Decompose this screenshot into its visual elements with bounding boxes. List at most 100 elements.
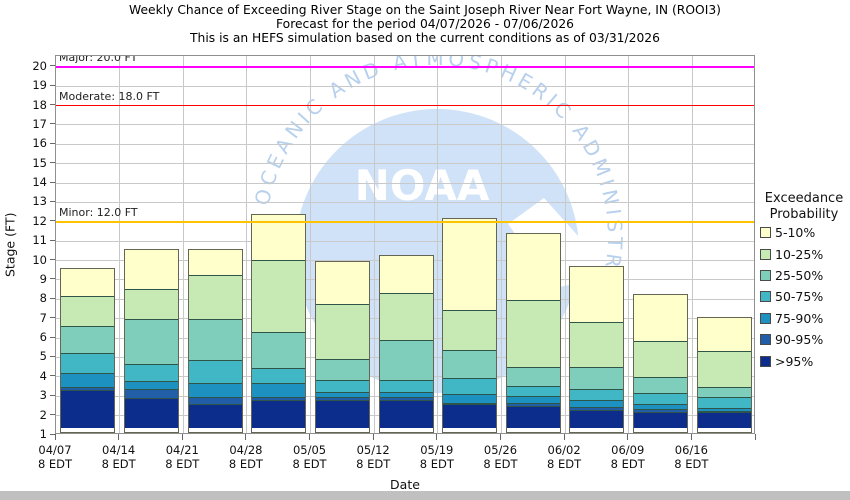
y-tick-label: 4 [39, 368, 47, 383]
bar-05-12 [378, 254, 434, 433]
x-tick-mark [181, 434, 183, 440]
bar-06-09 [633, 293, 689, 433]
x-tick-date: 06/02 [547, 443, 581, 457]
gridline-vertical [437, 56, 439, 433]
y-tick-label: 13 [32, 194, 47, 209]
bar-segment-75-90% [697, 407, 751, 411]
gridline-vertical [119, 56, 121, 433]
bar-segment-10-25% [379, 292, 433, 340]
bar-segment-5-10% [506, 234, 560, 301]
x-tick-mark [436, 434, 438, 440]
x-tick-time: 8 EDT [165, 456, 200, 471]
y-tick-label: 1 [39, 427, 47, 441]
bar-segment-10-25% [124, 288, 178, 319]
x-tick-mark [54, 434, 56, 440]
bar-segment-10-25% [697, 350, 751, 387]
bar-segment-10-25% [315, 304, 369, 360]
bar-segment-25-50% [379, 340, 433, 380]
x-tick-date: 04/14 [102, 443, 136, 457]
x-tick-time: 8 EDT [674, 456, 709, 471]
x-tick-date: 05/12 [356, 443, 390, 457]
bar-segment-90-95% [697, 410, 751, 412]
legend: Exceedance Probability 5-10% 10-25% 25-50%… [760, 191, 848, 372]
y-tick-label: 11 [32, 233, 47, 248]
x-tick-label: 06/02 8 EDT [547, 443, 581, 471]
x-tick-date: 05/05 [292, 443, 327, 457]
y-tick-label: 20 [32, 58, 47, 73]
x-axis-title: Date [390, 477, 420, 492]
gridline-vertical [691, 56, 693, 433]
bar-segment-5-10% [379, 255, 433, 293]
bar-segment-5-10% [315, 261, 369, 305]
bar-segment-75-90% [379, 392, 433, 398]
y-tick-label: 8 [39, 291, 47, 306]
y-tick-mark [50, 104, 55, 106]
x-tick-time: 8 EDT [419, 456, 454, 471]
y-tick-mark [50, 123, 55, 125]
bar-segment-90-95% [506, 402, 560, 406]
bar-segment-25-50% [252, 332, 306, 369]
bar-segment-90-95% [124, 389, 178, 398]
legend-item: 90-95% [760, 329, 848, 350]
legend-label: 50-75% [775, 289, 824, 305]
bar-segment-50-75% [252, 368, 306, 383]
gridline-vertical [182, 56, 184, 433]
y-tick-label: 10 [32, 252, 47, 267]
bar-segment->95% [61, 390, 115, 428]
bar-segment->95% [697, 411, 751, 429]
x-tick-date: 04/07 [38, 443, 72, 457]
y-tick-label: 12 [32, 213, 47, 228]
bar-segment-50-75% [379, 379, 433, 393]
bar-05-26 [505, 233, 561, 433]
bar-segment-25-50% [315, 359, 369, 380]
bar-segment->95% [124, 398, 178, 428]
x-tick-date: 05/26 [483, 443, 518, 457]
bar-segment-50-75% [124, 364, 178, 381]
bar-04-21 [187, 248, 243, 433]
y-tick-mark [50, 220, 55, 222]
x-tick-mark [372, 434, 374, 440]
legend-item: 25-50% [760, 265, 848, 286]
bar-segment-75-90% [188, 382, 242, 398]
x-tick-date: 06/09 [611, 443, 645, 457]
bar-segment-25-50% [506, 367, 560, 386]
bar-segment-25-50% [61, 326, 115, 353]
bar-segment->95% [379, 399, 433, 428]
y-tick-label: 2 [39, 407, 47, 422]
x-tick-mark [118, 434, 120, 440]
noaa-acronym: NOAA [355, 161, 490, 210]
x-tick-label: 04/21 8 EDT [165, 443, 200, 471]
gridline-horizontal [56, 163, 754, 165]
legend-items: 5-10% 10-25% 25-50% 50-75% 75-90% 90-95% >95% [760, 222, 848, 372]
bar-segment-10-25% [570, 321, 624, 368]
bar-segment-5-10% [697, 317, 751, 351]
y-tick-mark [50, 200, 55, 202]
legend-swatch-75-90% [760, 312, 771, 324]
bar-segment-50-75% [506, 385, 560, 397]
bar-segment-75-90% [315, 392, 369, 398]
bar-segment-50-75% [315, 379, 369, 393]
y-tick-mark [50, 414, 55, 416]
legend-swatch-10-25% [760, 248, 771, 260]
y-tick-label: 5 [39, 349, 47, 364]
bar-segment-50-75% [61, 352, 115, 373]
x-tick-mark [690, 434, 692, 440]
y-tick-mark [50, 433, 55, 435]
y-tick-label: 7 [39, 310, 47, 325]
bar-segment-25-50% [697, 386, 751, 398]
bar-segment-5-10% [443, 218, 497, 310]
bar-segment->95% [443, 403, 497, 429]
gridline-horizontal [56, 124, 754, 126]
y-tick-mark [50, 65, 55, 67]
bar-segment->95% [188, 403, 242, 428]
legend-swatch-25-50% [760, 269, 771, 281]
bar-segment-90-95% [443, 402, 497, 404]
y-tick-mark [50, 239, 55, 241]
legend-item: 50-75% [760, 286, 848, 307]
legend-title-line2: Probability [769, 206, 839, 222]
y-tick-mark [50, 336, 55, 338]
gridline-vertical [564, 56, 566, 433]
bar-06-16 [696, 316, 752, 433]
x-tick-mark [309, 434, 311, 440]
x-tick-label: 04/07 8 EDT [38, 443, 72, 471]
